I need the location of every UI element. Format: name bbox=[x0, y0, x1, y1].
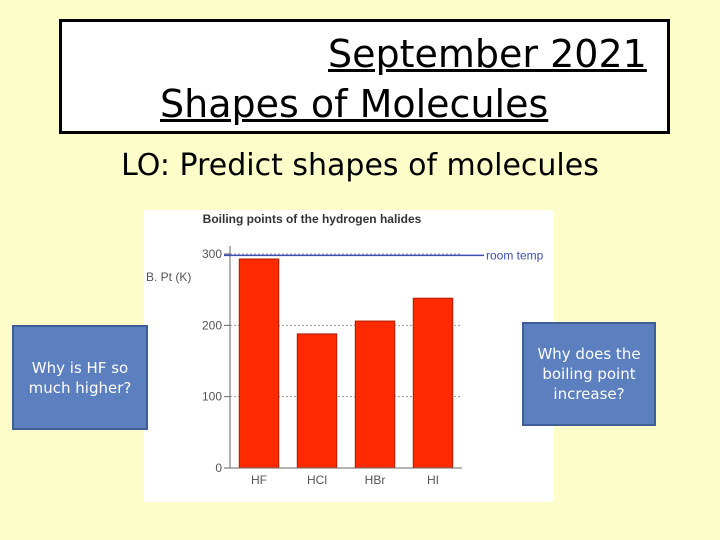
bar-hi bbox=[412, 297, 454, 469]
slide-title: Shapes of Molecules bbox=[160, 82, 549, 126]
question-hf-text: Why is HF so much higher? bbox=[28, 358, 132, 397]
title-box: September 2021 Shapes of Molecules bbox=[59, 19, 670, 134]
y-tick-label: 100 bbox=[202, 390, 222, 404]
y-tick-label: 300 bbox=[202, 247, 222, 261]
room-temp-label: room temp bbox=[486, 248, 544, 262]
y-axis-label: B. Pt (K) bbox=[146, 270, 191, 284]
x-tick-label: HI bbox=[427, 473, 439, 487]
boiling-point-chart: Boiling points of the hydrogen halides B… bbox=[146, 212, 544, 487]
x-tick-label: HBr bbox=[365, 473, 386, 487]
bar-hbr bbox=[354, 320, 396, 469]
x-tick-label: HCl bbox=[307, 473, 327, 487]
bar-hf bbox=[238, 258, 280, 469]
question-trend-text: Why does the boiling point increase? bbox=[537, 345, 641, 403]
question-box-trend: Why does the boiling point increase? bbox=[522, 322, 656, 426]
x-tick-label: HF bbox=[251, 473, 267, 487]
chart-title: Boiling points of the hydrogen halides bbox=[203, 212, 422, 226]
chart-panel: Boiling points of the hydrogen halides B… bbox=[144, 210, 554, 502]
question-box-hf: Why is HF so much higher? bbox=[12, 325, 148, 430]
y-tick-label: 200 bbox=[202, 318, 222, 332]
learning-objective: LO: Predict shapes of molecules bbox=[121, 148, 599, 183]
bar-hcl bbox=[296, 333, 338, 469]
y-tick-label: 0 bbox=[215, 461, 222, 475]
slide-date: September 2021 bbox=[328, 32, 647, 76]
